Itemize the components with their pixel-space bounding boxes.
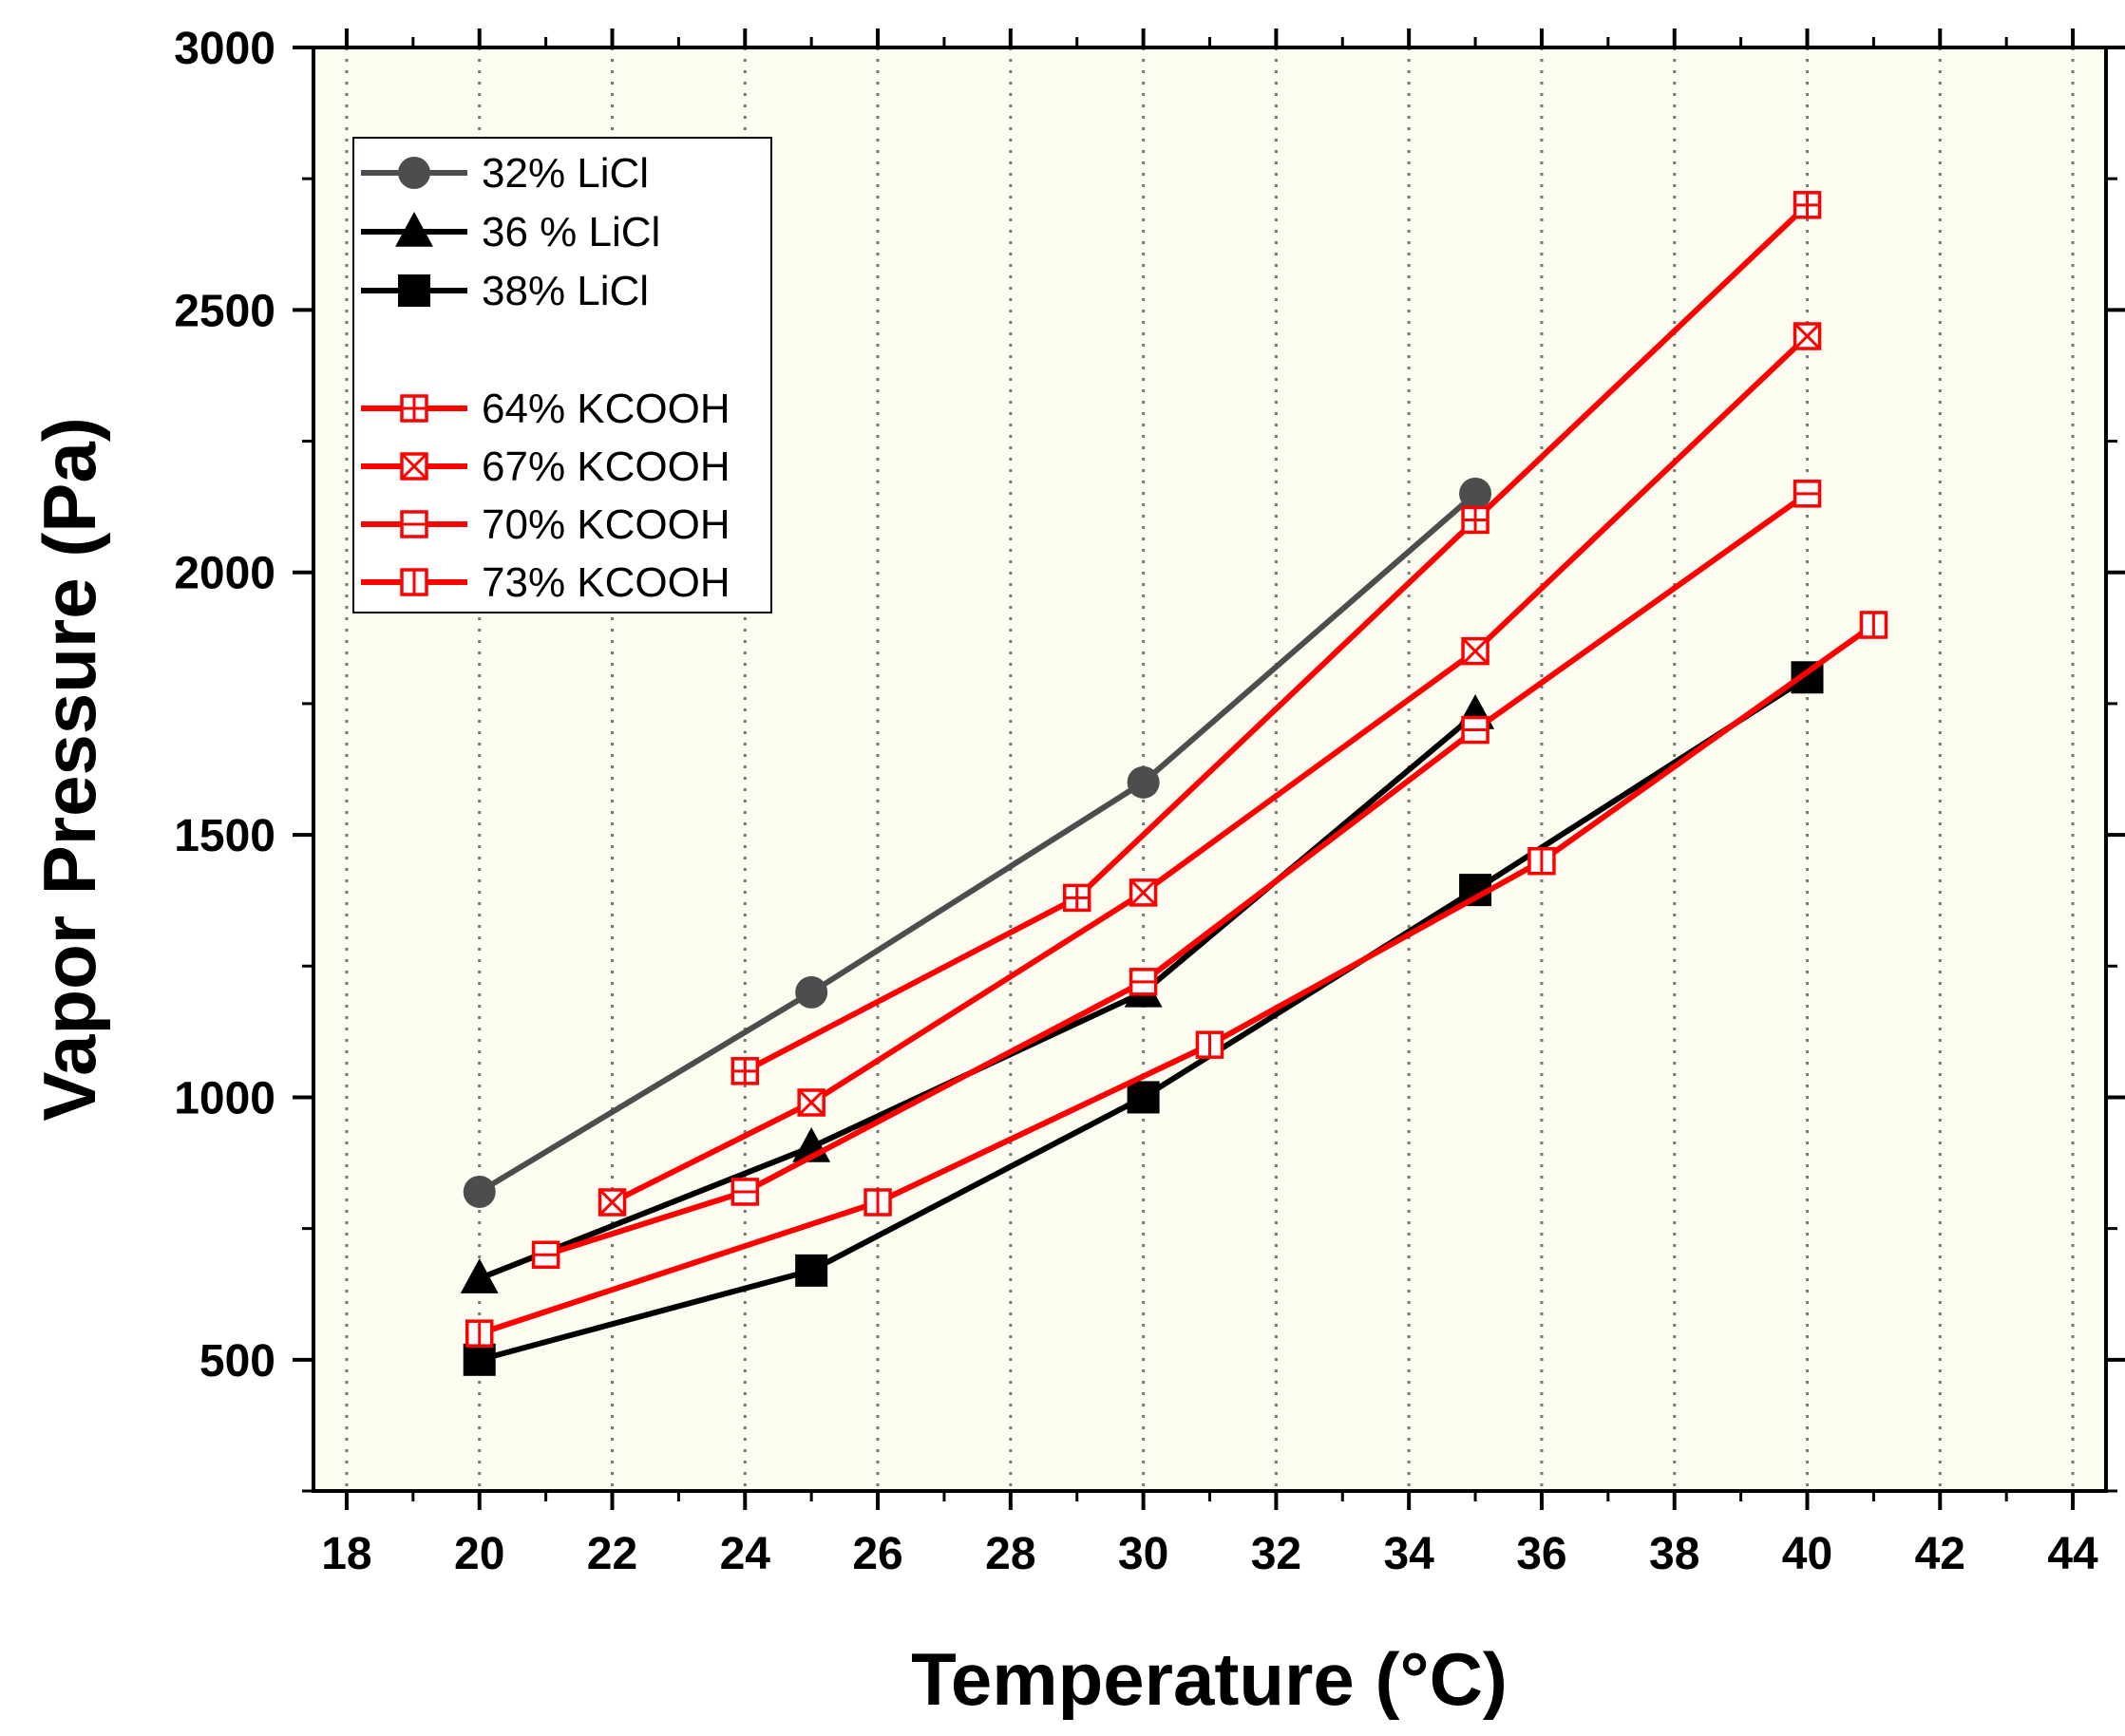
data-point — [460, 1258, 499, 1293]
data-point — [1461, 636, 1489, 666]
data-point — [463, 1343, 496, 1376]
series-64-kcooh — [730, 191, 1822, 1085]
data-point — [863, 1188, 892, 1217]
legend-item: 38% LiCl — [361, 268, 649, 314]
legend-marker — [400, 568, 428, 596]
data-point — [1127, 1081, 1160, 1114]
legend-item: 32% LiCl — [361, 150, 649, 197]
legend-marker — [400, 510, 428, 538]
legend-marker — [400, 394, 428, 423]
data-point — [1062, 883, 1091, 913]
legend-item: 64% KCOOH — [361, 386, 730, 432]
x-tick-label: 18 — [321, 1529, 371, 1579]
data-point — [1459, 477, 1492, 510]
x-tick-label: 24 — [720, 1529, 771, 1579]
legend-label: 36 % LiCl — [482, 209, 660, 255]
y-tick-label: 500 — [199, 1336, 275, 1387]
series-layer — [460, 191, 1888, 1376]
legend-marker — [398, 157, 430, 189]
x-tick-label: 28 — [985, 1529, 1035, 1579]
legend-label: 64% KCOOH — [482, 386, 730, 432]
x-tick-label: 36 — [1516, 1529, 1566, 1579]
data-point — [1793, 322, 1822, 350]
data-point — [1127, 765, 1160, 799]
series-32-licl — [463, 477, 1492, 1208]
x-tick-label: 22 — [587, 1529, 637, 1579]
x-axis-title: Temperature (°C) — [911, 1637, 1508, 1721]
data-point — [730, 1178, 760, 1206]
axis-ticks: 18 20 22 24 26 28 30 32 34 36 38 40 42 44 500 1000 1500 2… — [174, 24, 2125, 1579]
series-73-kcooh — [465, 611, 1888, 1348]
x-tick-label: 20 — [454, 1529, 504, 1579]
data-point — [463, 1175, 496, 1208]
y-axis-title: Vapor Pressure (Pa) — [28, 417, 111, 1121]
legend-item: 73% KCOOH — [361, 559, 730, 606]
x-tick-label: 32 — [1251, 1529, 1301, 1579]
y-tick-label: 2500 — [174, 286, 275, 336]
data-point — [598, 1188, 627, 1217]
data-point — [1527, 846, 1556, 876]
legend-marker — [395, 212, 433, 247]
y-tick-label: 2000 — [174, 549, 275, 599]
y-tick-label: 3000 — [174, 24, 275, 74]
data-point — [1129, 968, 1158, 996]
data-point — [1461, 505, 1489, 535]
legend: 32% LiCl 36 % LiCl 38% LiCl 64% KCOOH 67% KC… — [352, 137, 772, 613]
legend-label: 67% KCOOH — [482, 443, 730, 490]
x-tick-label: 34 — [1383, 1529, 1434, 1579]
data-point — [1859, 611, 1888, 639]
data-point — [797, 1088, 825, 1117]
legend-marker — [400, 452, 428, 481]
legend-label: 70% KCOOH — [482, 501, 730, 548]
legend-marker — [398, 274, 430, 307]
x-tick-label: 42 — [1915, 1529, 1965, 1579]
legend-item: 67% KCOOH — [361, 443, 730, 490]
x-tick-label: 30 — [1118, 1529, 1168, 1579]
legend-item: 70% KCOOH — [361, 501, 730, 548]
series-70-kcooh — [531, 480, 1822, 1270]
data-point — [1461, 715, 1489, 745]
data-point — [465, 1319, 494, 1348]
data-point — [730, 1057, 760, 1085]
series-line — [478, 491, 1478, 1195]
y-tick-label: 1000 — [174, 1073, 275, 1123]
legend-item: 36 % LiCl — [361, 209, 660, 255]
data-point — [1195, 1030, 1224, 1059]
series-line — [743, 202, 1810, 1074]
data-point — [531, 1240, 560, 1270]
legend-label: 73% KCOOH — [482, 559, 730, 606]
data-point — [1793, 480, 1822, 508]
data-point — [1793, 191, 1822, 219]
data-point — [1129, 878, 1158, 907]
data-point — [795, 1254, 828, 1287]
x-tick-label: 26 — [852, 1529, 902, 1579]
series-38-licl — [463, 661, 1824, 1376]
y-tick-label: 1500 — [174, 811, 275, 861]
data-point — [795, 975, 828, 1009]
x-tick-label: 40 — [1782, 1529, 1832, 1579]
legend-label: 38% LiCl — [482, 268, 649, 314]
x-tick-label: 38 — [1649, 1529, 1699, 1579]
series-67-kcooh — [598, 322, 1822, 1217]
x-tick-label: 44 — [2047, 1529, 2098, 1579]
legend-label: 32% LiCl — [482, 150, 649, 197]
